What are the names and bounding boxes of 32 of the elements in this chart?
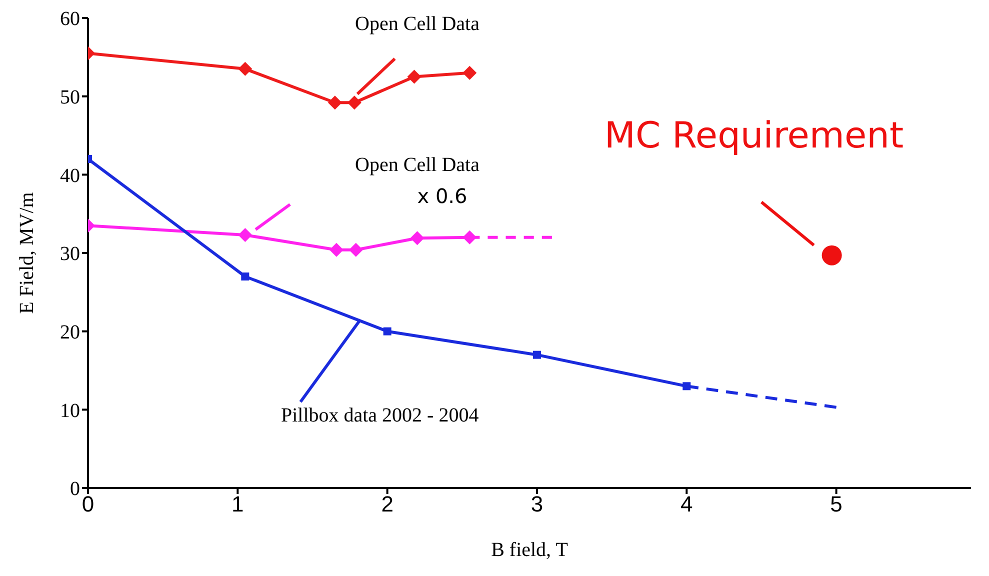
point: [328, 96, 342, 110]
y-tick-label: 30: [60, 243, 80, 266]
point: [348, 242, 363, 257]
text: MC Requirement: [604, 115, 904, 156]
point: [407, 70, 422, 84]
point: [238, 228, 252, 242]
point: [682, 382, 691, 390]
y-axis-title: E Field, MV/m: [16, 192, 38, 314]
series-label: Open Cell Data: [355, 12, 480, 35]
point: [410, 231, 424, 246]
series-label: Open Cell Data x 0.6: [355, 154, 480, 208]
point: [462, 230, 477, 244]
text: Pillbox data 2002 - 2004: [280, 404, 479, 426]
point: [462, 66, 477, 80]
x-tick-label: 5: [830, 492, 842, 517]
point: [329, 242, 344, 257]
point: [347, 96, 362, 110]
point: [532, 350, 541, 359]
x-tick-label: 3: [530, 492, 544, 517]
y-tick-label: 60: [60, 8, 80, 30]
y-tick-label: 10: [60, 400, 80, 422]
y-tick-label: 20: [60, 321, 80, 344]
point: [241, 272, 250, 280]
point: [822, 245, 842, 266]
x-tick-label: 1: [232, 492, 244, 517]
x-axis-title: B field, T: [491, 539, 568, 561]
point: [383, 327, 392, 336]
x-tick-label: 4: [680, 492, 693, 517]
y-tick-label: 50: [60, 86, 80, 108]
point: [238, 62, 252, 76]
y-tick-label: 40: [60, 164, 80, 187]
x-tick-label: 2: [381, 492, 394, 517]
